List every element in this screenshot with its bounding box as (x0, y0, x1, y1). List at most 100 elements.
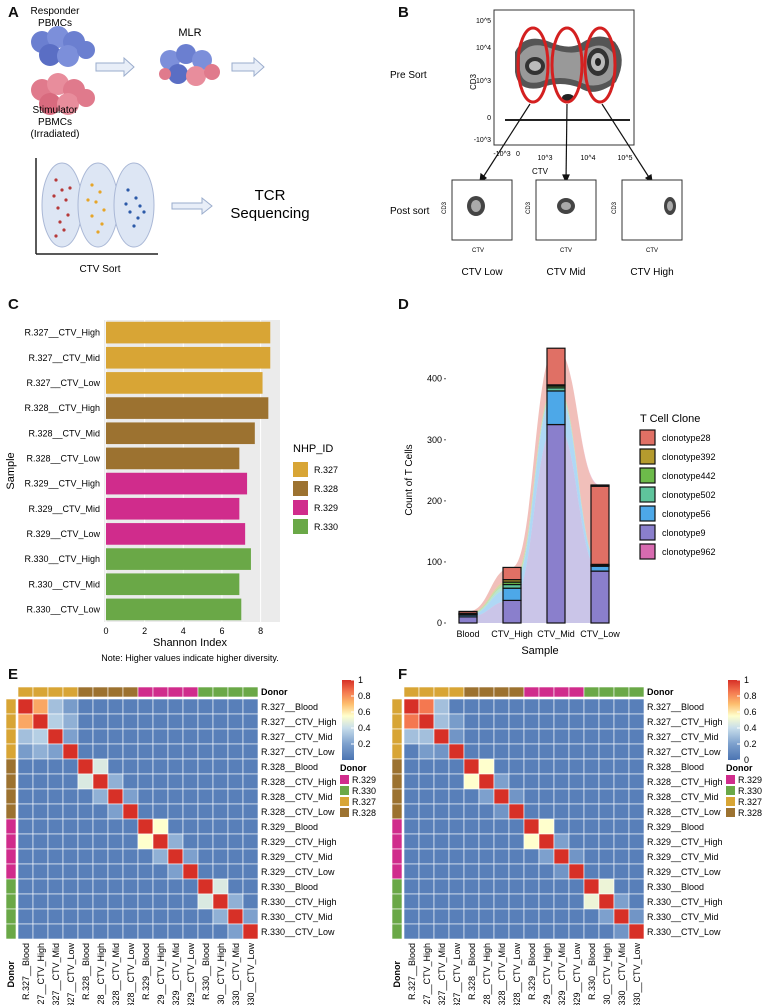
mini-ylabel: CD3 (612, 201, 618, 214)
heat-cell (508, 698, 525, 715)
heat-cell (92, 728, 109, 745)
column-label: R.329__Blood (527, 943, 537, 1000)
heat-cell (32, 908, 49, 925)
heat-cell (47, 743, 64, 760)
heat-cell (17, 758, 34, 775)
row-label: R.327__CTV_High (261, 717, 337, 727)
heat-cell (433, 893, 450, 910)
donor-annotation-top (227, 686, 244, 698)
tcr-label-1: TCR (255, 187, 286, 204)
heat-cell (583, 698, 600, 715)
heat-cell (418, 878, 435, 895)
heat-cell (107, 803, 124, 820)
donor-legend-swatch (726, 808, 735, 817)
donor-annotation-top (403, 686, 420, 698)
heat-cell (32, 878, 49, 895)
donor-annotation-left (5, 818, 17, 835)
column-label: R.329__CTV_Mid (171, 943, 181, 1005)
scale-tick-label: 0.6 (358, 707, 371, 717)
donor-annotation-left (391, 713, 403, 730)
heat-cell (32, 758, 49, 775)
heat-cell (167, 698, 184, 715)
row-label: R.327__CTV_Mid (261, 732, 333, 742)
heat-cell (403, 728, 420, 745)
bar-R.328__CTV_Mid (106, 422, 255, 445)
heat-cell (508, 893, 525, 910)
heat-cell (227, 878, 244, 895)
x-tick-label: CTV_High (491, 629, 533, 639)
heat-cell (508, 878, 525, 895)
heat-cell (568, 788, 585, 805)
heat-cell (92, 758, 109, 775)
heat-cell (212, 743, 229, 760)
donor-legend-title: Donor (340, 763, 367, 773)
presort-xtick: 10^4 (581, 155, 596, 162)
heat-cell (77, 908, 94, 925)
heat-cell (182, 758, 199, 775)
heat-cell (538, 788, 555, 805)
heat-cell (77, 863, 94, 880)
heat-cell (553, 818, 570, 835)
row-label: R.330__CTV_High (647, 897, 723, 907)
heat-cell (167, 908, 184, 925)
heat-cell (568, 773, 585, 790)
donor-annotation-left (391, 863, 403, 880)
heat-cell (403, 713, 420, 730)
heat-cell (212, 758, 229, 775)
heat-cell (463, 773, 480, 790)
donor-annotation-top (553, 686, 570, 698)
heat-cell (598, 788, 615, 805)
heat-cell (62, 833, 79, 850)
heat-cell (538, 758, 555, 775)
row-label: R.327__Blood (647, 702, 704, 712)
clonotype-stacked-chart: 0 100 200 300 400 Blood CTV_High CTV_Mid CTV_Lo… (404, 336, 716, 657)
donor-annotation-top (77, 686, 94, 698)
heat-cell (493, 698, 510, 715)
heat-cell (212, 833, 229, 850)
heat-cell (107, 893, 124, 910)
stimulator-cells-icon (31, 73, 95, 115)
heat-cell (538, 908, 555, 925)
heat-cell (418, 743, 435, 760)
heat-cell (242, 908, 259, 925)
legend-label: clonotype392 (662, 452, 716, 462)
column-label: R.329__CTV_Low (572, 943, 582, 1005)
donor-annotation-top (212, 686, 229, 698)
heat-cell (523, 713, 540, 730)
heat-cell (212, 908, 229, 925)
heat-cell (122, 758, 139, 775)
ctv-sort-label: CTV Sort (79, 264, 120, 275)
donor-annotation-left (391, 893, 403, 910)
heat-cell (182, 833, 199, 850)
heat-cell (227, 833, 244, 850)
legend-label: R.328 (314, 484, 338, 494)
heat-cell (32, 698, 49, 715)
heat-cell (613, 878, 630, 895)
heat-cell (523, 908, 540, 925)
column-label: R.328__Blood (81, 943, 91, 1000)
heat-cell (152, 893, 169, 910)
chart-c-plot-bg (104, 320, 280, 622)
row-label: R.328__CTV_Mid (647, 792, 719, 802)
column-label: R.329__Blood (141, 943, 151, 1000)
caption-ctv-low: CTV Low (461, 267, 503, 278)
heat-cell (418, 773, 435, 790)
heat-cell (583, 713, 600, 730)
row-label: R.330__Blood (261, 882, 318, 892)
donor-annotation-top (448, 686, 465, 698)
donor-annotation-top (182, 686, 199, 698)
donor-legend-label: R.329 (738, 775, 762, 785)
heat-cell (227, 713, 244, 730)
column-label: R.330__CTV_High (216, 943, 226, 1005)
heat-cell (463, 818, 480, 835)
column-label: R.328__CTV_Mid (497, 943, 507, 1005)
heat-cell (598, 698, 615, 715)
mlr-cells-icon (159, 44, 220, 86)
bar-Blood-clonotype28 (458, 610, 478, 614)
column-label: R.327__CTV_High (422, 943, 432, 1005)
donor-annotation-left (5, 863, 17, 880)
heat-cell (212, 773, 229, 790)
heat-cell (197, 743, 214, 760)
y-tick-label: 300 (427, 435, 442, 445)
donor-legend-swatch (340, 775, 349, 784)
